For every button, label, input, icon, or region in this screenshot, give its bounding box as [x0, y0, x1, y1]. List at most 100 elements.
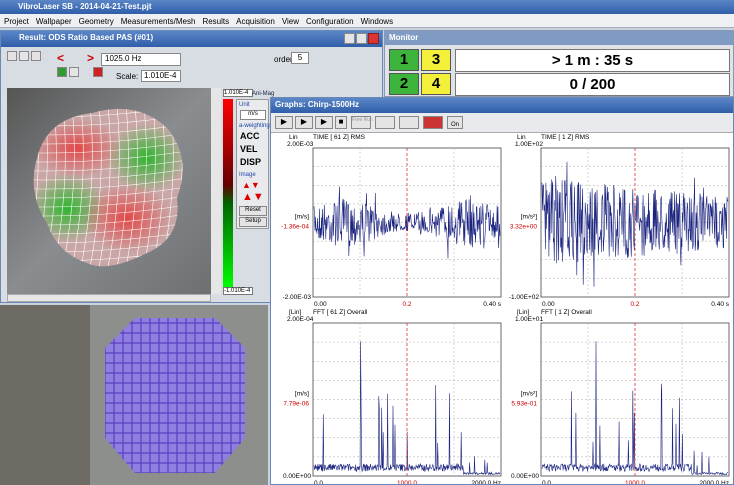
- scale-label: Scale:: [116, 72, 138, 81]
- close-button[interactable]: [368, 33, 379, 44]
- image-label: Image: [239, 172, 256, 178]
- x-tick-label: 0.0: [542, 480, 551, 484]
- tool-button[interactable]: [423, 116, 443, 129]
- frequency-select[interactable]: 1025.0 Hz: [101, 53, 181, 66]
- scan-grid: [105, 313, 249, 478]
- cursor-value: 3.32e+00: [510, 224, 538, 231]
- setup-button[interactable]: Setup: [239, 217, 267, 227]
- plot-title: TIME [ 61 Z] RMS: [313, 134, 366, 141]
- menu-item[interactable]: View: [282, 17, 299, 26]
- order-value: 5: [298, 53, 302, 62]
- x-tick-label: 0.2: [402, 301, 411, 308]
- tool-button[interactable]: [19, 51, 29, 61]
- channel-cell: 1: [389, 49, 419, 71]
- unit-label: [m/s]: [295, 214, 309, 221]
- monitor-window: Monitor 1 3 2 4 > 1 m : 35 s 0 / 200: [384, 30, 734, 97]
- menu-item[interactable]: Wallpaper: [36, 17, 72, 26]
- x-tick-label: 0.2: [630, 301, 639, 308]
- menu-bar: Project Wallpaper Geometry Measurements/Mes…: [0, 14, 734, 28]
- scale-label: Lin: [289, 134, 298, 141]
- y-min-label: 0.00E+00: [511, 473, 539, 480]
- unit-label: [m/s²]: [521, 214, 537, 221]
- menu-item[interactable]: Windows: [361, 17, 393, 26]
- stop-button[interactable]: ■: [335, 116, 347, 129]
- x-tick-label: 0.40 s: [483, 301, 501, 308]
- channel-cell: 3: [421, 49, 451, 71]
- x-tick-label: 2000.0 Hz: [699, 480, 729, 484]
- tool-button[interactable]: [69, 67, 79, 77]
- menu-item[interactable]: Geometry: [79, 17, 114, 26]
- disp-button[interactable]: DISP: [240, 157, 261, 167]
- graphs-window: Graphs: Chirp-1500Hz ▶ ▶ ▶ ■ Free Run On…: [270, 97, 734, 485]
- cursor-value: -1.36e-04: [281, 224, 309, 231]
- play-button[interactable]: ▶: [315, 116, 333, 129]
- x-tick-label: 0.00: [314, 301, 327, 308]
- order-input[interactable]: 5: [291, 52, 309, 64]
- minimize-button[interactable]: [344, 33, 355, 44]
- y-max-label: 1.00E+02: [515, 141, 543, 148]
- on-button[interactable]: On: [447, 116, 463, 129]
- photo-shade: [0, 305, 90, 485]
- vel-button[interactable]: VEL: [240, 144, 258, 154]
- scale-input[interactable]: 1.010E-4: [141, 70, 181, 82]
- colorbar-min: -1.010E-4: [223, 287, 253, 295]
- menu-item[interactable]: Acquisition: [236, 17, 275, 26]
- window-title-bar: Result: ODS Ratio Based PAS (#01): [1, 31, 382, 47]
- menu-item[interactable]: Measurements/Mesh: [121, 17, 196, 26]
- frequency: 1025.0 Hz: [105, 54, 141, 63]
- menu-item[interactable]: Configuration: [306, 17, 354, 26]
- plot: LinTIME [ 1 Z] RMS1.00E+02[m/s²]3.32e+00…: [509, 134, 730, 308]
- reset-button[interactable]: Reset: [239, 206, 267, 216]
- scale-value: 1.010E-4: [144, 71, 176, 80]
- unit-select[interactable]: m/s: [240, 110, 266, 120]
- plot-title: FFT [ 61 Z] Overall: [313, 309, 368, 316]
- app-title-bar: VibroLaser SB - 2014-04-21-Test.pjt: [0, 0, 734, 14]
- prev-button[interactable]: <: [57, 51, 71, 63]
- tool-button[interactable]: [7, 51, 17, 61]
- menu-item[interactable]: Results: [202, 17, 229, 26]
- x-tick-label: 0.00: [542, 301, 555, 308]
- elapsed-time: > 1 m : 35 s: [455, 49, 730, 72]
- plot-title: TIME [ 1 Z] RMS: [541, 134, 590, 141]
- unit-label: [m/s²]: [521, 391, 537, 398]
- cursor-value: 7.79e-06: [283, 401, 309, 408]
- scale-label: [Lin]: [289, 309, 301, 316]
- next-button[interactable]: >: [87, 51, 97, 63]
- play-button[interactable]: ▶: [295, 116, 313, 129]
- vertical-scrollbar[interactable]: [211, 88, 221, 294]
- plot-title: FFT [ 1 Z] Overall: [541, 309, 592, 316]
- colorbar-max: 1.010E-4: [223, 89, 253, 97]
- tool-button[interactable]: [399, 116, 419, 129]
- x-tick-label: 1000.0: [397, 480, 417, 484]
- maximize-button[interactable]: [356, 33, 367, 44]
- arrow-buttons[interactable]: ▲▼: [242, 191, 264, 203]
- weighting-label: a-weighting: [239, 123, 270, 129]
- y-min-label: -1.00E+02: [509, 294, 540, 301]
- plot: [Lin]FFT [ 1 Z] Overall1.00E+01[m/s²]5.9…: [511, 309, 729, 484]
- mesh-view: [7, 88, 221, 294]
- free-run-button[interactable]: Free Run: [351, 116, 371, 129]
- y-min-label: -2.00E-03: [282, 294, 311, 301]
- unit-label: [m/s]: [295, 391, 309, 398]
- y-max-label: 2.00E-04: [287, 316, 314, 323]
- unit-label: Unit: [239, 102, 250, 108]
- x-tick-label: 0.0: [314, 480, 323, 484]
- y-min-label: 0.00E+00: [283, 473, 311, 480]
- tool-button[interactable]: [57, 67, 67, 77]
- arrow-buttons[interactable]: ▲▼: [242, 180, 260, 190]
- window-title: Result: ODS Ratio Based PAS (#01): [19, 33, 153, 42]
- acc-button[interactable]: ACC: [240, 131, 260, 141]
- tool-button[interactable]: [375, 116, 395, 129]
- tool-button[interactable]: [31, 51, 41, 61]
- tool-button[interactable]: [93, 67, 103, 77]
- y-max-label: 2.00E-03: [287, 141, 314, 148]
- progress-count: 0 / 200: [455, 73, 730, 96]
- x-tick-label: 1000.0: [625, 480, 645, 484]
- cursor-value: 5.93e-01: [511, 401, 537, 408]
- toolbar-icons: <>: [7, 51, 97, 81]
- menu-item[interactable]: Project: [4, 17, 29, 26]
- horizontal-scrollbar[interactable]: [7, 294, 211, 302]
- x-tick-label: 2000.0 Hz: [471, 480, 501, 484]
- play-button[interactable]: ▶: [275, 116, 293, 129]
